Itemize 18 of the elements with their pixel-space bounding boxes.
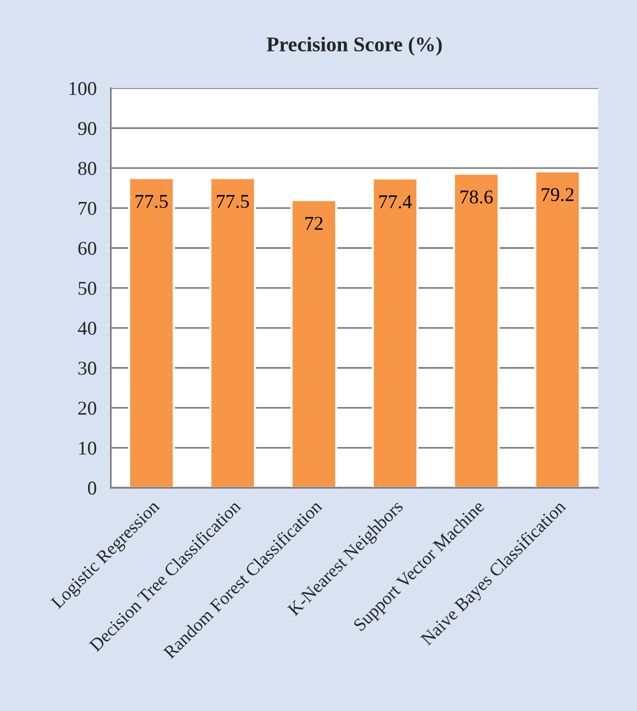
y-tick-label: 10 — [79, 442, 96, 455]
y-tick-label: 70 — [78, 202, 96, 215]
y-tick-label: 60 — [78, 242, 96, 255]
data-label: 72 — [305, 216, 323, 230]
y-tick-label: 50 — [78, 282, 96, 295]
data-label: 77.5 — [216, 195, 249, 208]
y-tick-label: 20 — [78, 402, 96, 415]
data-label: 77.5 — [136, 195, 168, 208]
y-tick-label: 40 — [78, 322, 96, 335]
y-tick-label: 100 — [69, 82, 96, 96]
data-label: 77.4 — [379, 195, 412, 208]
y-tick-label: 80 — [78, 162, 96, 176]
y-tick-label: 30 — [78, 362, 96, 375]
y-tick-label: 90 — [78, 122, 96, 136]
chart-title: Precision Score (%) — [266, 36, 442, 56]
y-tick-label: 0 — [88, 482, 96, 495]
data-label: 79.2 — [542, 188, 574, 202]
data-label: 78.6 — [460, 190, 493, 204]
